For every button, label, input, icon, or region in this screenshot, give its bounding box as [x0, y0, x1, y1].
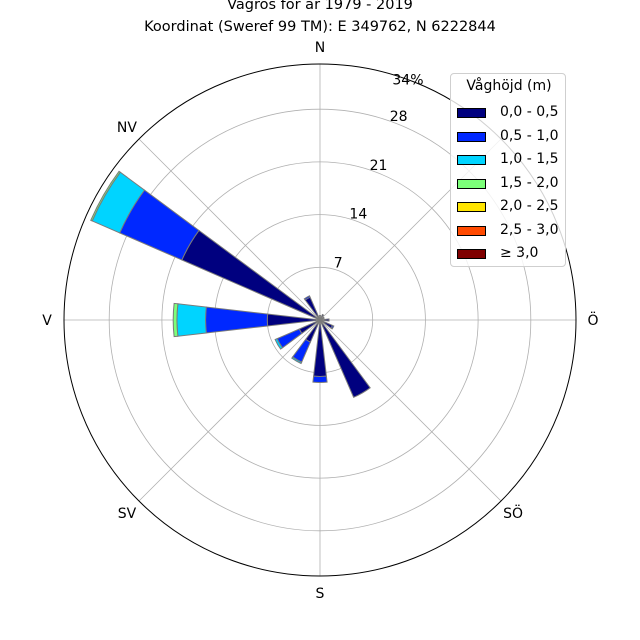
legend-item: 0,0 - 0,5	[457, 104, 565, 124]
direction-label: Ö	[587, 311, 598, 329]
chart-subtitle: Koordinat (Sweref 99 TM): E 349762, N 62…	[144, 19, 496, 35]
grid-spoke	[138, 138, 321, 321]
legend-swatch	[457, 249, 486, 259]
legend-item: 2,5 - 3,0	[457, 222, 565, 242]
rose-bar-segment	[205, 306, 269, 334]
legend-swatch	[457, 225, 486, 236]
legend-label: 2,5 - 3,0	[500, 221, 559, 238]
legend-item: 1,5 - 2,0	[457, 175, 565, 195]
radial-tick-label: 21	[370, 158, 388, 174]
rose-bar-segment	[312, 375, 328, 383]
legend-label: 1,5 - 2,0	[500, 174, 559, 191]
direction-label: SÖ	[503, 504, 523, 522]
legend-item: 2,0 - 2,5	[457, 198, 565, 218]
legend-item: 1,0 - 1,5	[457, 151, 565, 171]
rose-bar-segment	[303, 295, 311, 301]
axis-labels: N NV V SV S SÖ Ö 7 14 21 28 34%	[42, 40, 598, 602]
legend-swatch	[457, 108, 486, 118]
radial-max-label: 34%	[392, 72, 423, 88]
radial-tick-label: 7	[334, 255, 343, 271]
rose-bar-segment	[319, 313, 325, 321]
grid-spoke	[319, 319, 502, 502]
chart-title: Vågros för år 1979 - 2019	[227, 0, 413, 13]
legend-title: Våghöjd (m)	[466, 78, 552, 94]
grid-spoke	[138, 319, 321, 502]
direction-label: N	[315, 40, 325, 56]
legend-swatch	[457, 131, 486, 142]
rose-bar-segment	[176, 303, 207, 337]
legend-swatch	[457, 155, 486, 165]
legend-label: 2,0 - 2,5	[500, 198, 559, 214]
legend-label: 1,0 - 1,5	[500, 151, 559, 167]
legend-label: ≥ 3,0	[500, 245, 539, 261]
direction-label: V	[42, 313, 52, 329]
legend-item: 0,5 - 1,0	[457, 128, 565, 148]
rose-bar-segment	[319, 316, 325, 321]
rose-bar-segment	[319, 318, 330, 322]
radial-tick-label: 28	[390, 109, 408, 125]
legend-item: ≥ 3,0	[457, 245, 565, 265]
outer-circle	[63, 63, 577, 577]
rose-bar-segment	[318, 314, 322, 321]
radial-tick-label: 14	[349, 207, 367, 223]
direction-label: SV	[118, 506, 137, 522]
legend-label: 0,0 - 0,5	[500, 104, 559, 120]
polar-frame	[63, 63, 577, 577]
rose-bar-segment	[172, 302, 179, 338]
rose-bar-segment	[90, 170, 121, 222]
rose-bar-segment	[330, 324, 335, 330]
direction-label: NV	[117, 120, 137, 136]
legend: Våghöjd (m) 0,0 - 0,5 0,5 - 1,0 1,0 - 1,5 1…	[450, 73, 566, 267]
direction-label: S	[316, 586, 325, 602]
legend-swatch	[457, 178, 486, 189]
legend-label: 0,5 - 1,0	[500, 127, 559, 144]
rose-bar-segment	[274, 337, 284, 350]
rose-bar-segment	[291, 356, 303, 365]
legend-swatch	[457, 202, 486, 212]
rose-bar-segment	[319, 319, 371, 398]
wave-rose-bars	[90, 170, 371, 398]
